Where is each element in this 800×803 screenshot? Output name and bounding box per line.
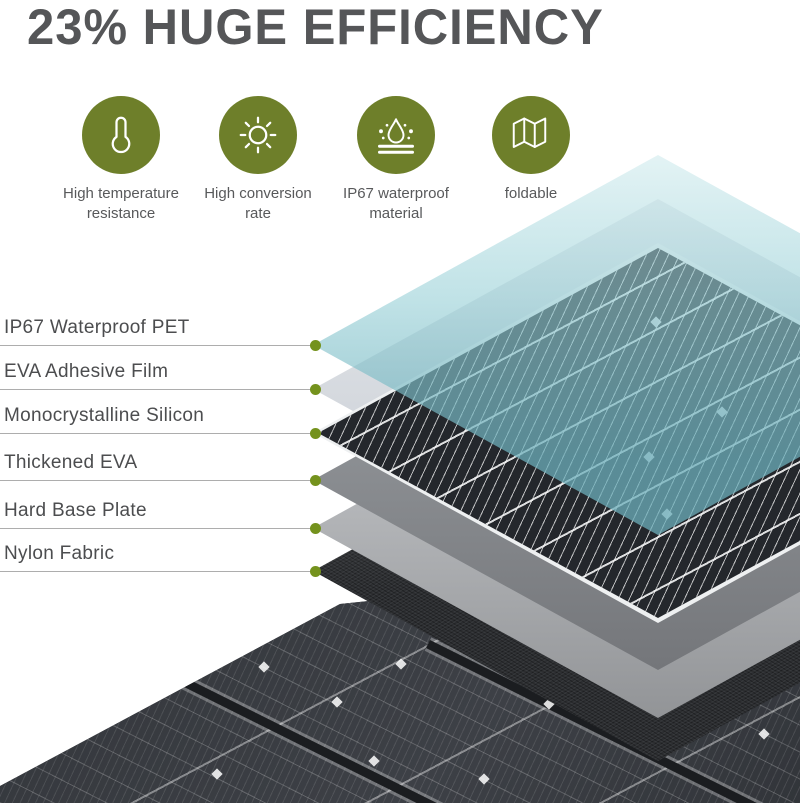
feature-high-conversion: High conversion rate (196, 96, 320, 225)
feature-circle (492, 96, 570, 174)
leader-line (0, 571, 312, 572)
layer-label-row: Monocrystalline Silicon (0, 405, 330, 445)
feature-high-temperature: High temperature resistance (59, 96, 183, 225)
layer-label: Hard Base Plate (4, 500, 147, 521)
feature-foldable: foldable (469, 96, 593, 204)
feature-label: High conversion rate (204, 185, 312, 223)
leader-dot (310, 384, 321, 395)
feature-label: IP67 waterproof material (343, 185, 449, 223)
busbar-marker (758, 728, 770, 740)
layer-label-row: IP67 Waterproof PET (0, 317, 330, 357)
leader-line (0, 389, 312, 390)
layer-label-row: EVA Adhesive Film (0, 361, 330, 401)
layer-label-row: Thickened EVA (0, 452, 330, 492)
busbar-marker (211, 768, 223, 780)
leader-line (0, 528, 312, 529)
leader-line (0, 345, 312, 346)
leader-dot (310, 340, 321, 351)
leader-dot (310, 523, 321, 534)
feature-waterproof: IP67 waterproof material (334, 96, 458, 225)
thermometer-icon (111, 116, 131, 154)
busbar-marker (258, 661, 270, 673)
waterproof-icon (378, 118, 414, 154)
page-title: 23% HUGE EFFICIENCY (27, 0, 604, 55)
layer-label: EVA Adhesive Film (4, 361, 169, 382)
layer-label-row: Hard Base Plate (0, 500, 330, 540)
layer-label: IP67 Waterproof PET (4, 317, 190, 338)
leader-line (0, 433, 312, 434)
leader-dot (310, 475, 321, 486)
sun-icon (239, 116, 277, 154)
feature-label: High temperature resistance (63, 185, 179, 223)
feature-circle (219, 96, 297, 174)
feature-circle (357, 96, 435, 174)
busbar-marker (331, 696, 343, 708)
feature-label: foldable (504, 185, 558, 202)
foldable-map-icon (512, 117, 547, 148)
layer-label: Thickened EVA (4, 452, 138, 473)
layer-label-row: Nylon Fabric (0, 543, 330, 583)
layer-label: Monocrystalline Silicon (4, 405, 205, 426)
leader-dot (310, 566, 321, 577)
layer-label: Nylon Fabric (4, 543, 115, 564)
feature-circle (82, 96, 160, 174)
busbar-marker (395, 658, 407, 670)
leader-dot (310, 428, 321, 439)
panel-edge (0, 577, 368, 788)
leader-line (0, 480, 312, 481)
busbar-marker (478, 773, 490, 785)
busbar-marker (368, 755, 380, 767)
